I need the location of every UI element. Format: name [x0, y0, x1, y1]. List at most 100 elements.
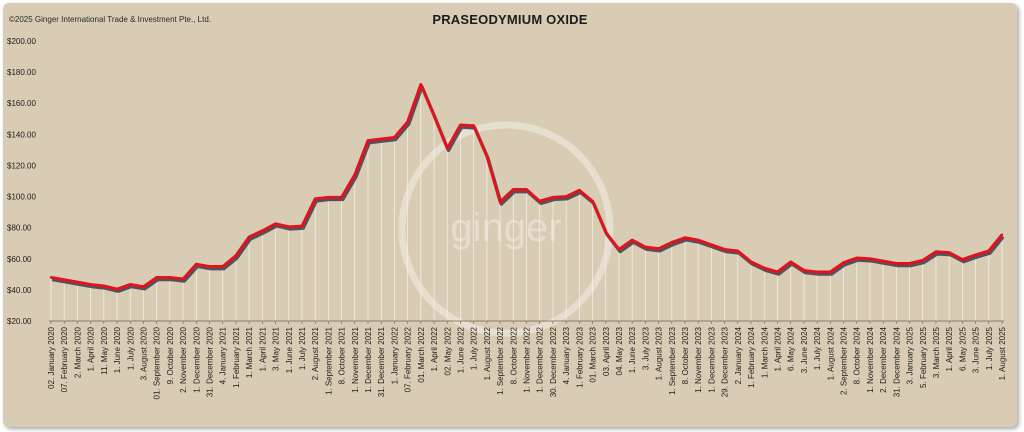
y-tick-label: $40.00 — [7, 286, 32, 295]
data-point — [525, 188, 528, 191]
data-point — [670, 241, 673, 244]
x-tick-label: 1. April 2021 — [258, 326, 267, 371]
x-tick-label: 2. November 2020 — [179, 326, 188, 392]
x-tick-label: 8. October 2023 — [681, 326, 690, 384]
data-point — [221, 265, 224, 268]
data-point — [697, 238, 700, 242]
data-point — [789, 260, 792, 264]
data-point — [76, 280, 79, 284]
y-tick-label: $120.00 — [7, 161, 36, 170]
data-point — [432, 114, 436, 117]
y-axis: $20.00 $40.00 $60.00 $80.00 $100.00 $120.00 $1… — [7, 37, 36, 326]
x-tick-label: 1. December 2023 — [707, 326, 716, 392]
data-point — [485, 154, 489, 158]
x-tick-label: 5. February 2025 — [919, 326, 928, 387]
x-tick-label: 1. February 2021 — [232, 326, 241, 387]
data-point — [1000, 233, 1004, 236]
data-point — [472, 124, 475, 127]
x-tick-label: 3. June 2024 — [800, 326, 809, 373]
data-point — [102, 284, 106, 288]
x-tick-label: 1. August 2024 — [826, 326, 835, 380]
x-tick-label: 3. June 2025 — [972, 326, 981, 373]
x-tick-label: 31. December 2021 — [377, 326, 386, 397]
x-tick-label: 1. September 2022 — [496, 326, 505, 395]
data-point — [129, 283, 132, 286]
x-tick-label: 01. March 2022 — [417, 326, 426, 382]
x-tick-label: 1. July 2021 — [298, 326, 307, 370]
data-point — [155, 276, 158, 279]
x-tick-label: 07. February 2020 — [60, 326, 69, 392]
data-point — [564, 195, 568, 198]
chart-panel: ©2025 Ginger International Trade & Inves… — [3, 3, 1017, 427]
ginger-watermark: ginger — [398, 121, 614, 337]
x-tick-label: 3. August 2020 — [139, 326, 148, 380]
x-tick-label: 3. January 2025 — [906, 326, 915, 384]
x-tick-label: 1. February 2024 — [747, 326, 756, 387]
drop-lines — [50, 84, 1003, 321]
x-tick-label: 03. April 2023 — [602, 326, 611, 375]
data-point — [987, 249, 990, 253]
data-point — [763, 266, 766, 270]
x-tick-label: 1. July 2025 — [985, 326, 994, 370]
x-tick-label: 6. May 2025 — [958, 326, 967, 371]
x-tick-label: 1. August 2025 — [998, 326, 1007, 380]
data-point — [63, 278, 66, 281]
chart-title: PRASEODYMIUM OXIDE — [432, 12, 588, 27]
y-tick-label: $100.00 — [7, 193, 36, 202]
x-tick-label: 1. August 2023 — [655, 326, 664, 380]
data-point — [868, 257, 872, 260]
y-tick-label: $160.00 — [7, 99, 36, 108]
x-tick-label: 2. September 2024 — [840, 326, 849, 395]
x-tick-label: 31. December 2020 — [206, 326, 215, 397]
x-tick-label: 07. February 2022 — [404, 326, 413, 392]
data-point — [604, 231, 607, 234]
x-tick-label: 2. August 2021 — [311, 326, 320, 380]
data-point — [168, 276, 172, 279]
data-point — [142, 285, 145, 288]
data-point — [49, 276, 53, 279]
x-tick-label: 3. July 2023 — [641, 326, 650, 370]
data-point — [89, 283, 92, 286]
data-point — [591, 200, 594, 203]
x-tick-label: 4. January 2021 — [219, 326, 228, 384]
x-tick-label: 30. December 2022 — [549, 326, 558, 397]
x-tick-label: 1. June 2020 — [113, 326, 122, 373]
x-tick-label: 8. October 2024 — [853, 326, 862, 384]
x-tick-label: 8. October 2022 — [509, 326, 518, 384]
data-point — [512, 188, 515, 191]
data-point — [498, 200, 502, 204]
data-point — [366, 139, 370, 142]
data-point — [815, 270, 819, 274]
x-tick-label: 1. August 2022 — [483, 326, 492, 380]
data-point — [657, 247, 660, 250]
data-point — [393, 136, 396, 139]
x-tick-label: 1. November 2024 — [866, 326, 875, 392]
data-point — [551, 196, 555, 199]
x-tick-label: 31. December 2024 — [892, 326, 901, 397]
data-point — [855, 256, 858, 260]
data-point — [459, 123, 462, 127]
copyright-text: ©2025 Ginger International Trade & Inves… — [9, 15, 212, 24]
x-tick-label: 3. March 2025 — [932, 326, 941, 378]
data-point — [630, 238, 634, 242]
data-point — [274, 222, 277, 225]
x-tick-label: 2. December 2024 — [879, 326, 888, 392]
data-point — [736, 249, 740, 253]
data-point — [181, 277, 185, 281]
x-tick-label: 2. January 2024 — [734, 326, 743, 384]
data-point — [208, 265, 211, 268]
data-point — [749, 260, 753, 264]
watermark-text: ginger — [450, 206, 561, 250]
y-tick-label: $200.00 — [7, 37, 36, 46]
data-point — [446, 147, 449, 150]
x-tick-label: 1. September 2023 — [668, 326, 677, 395]
x-tick-label: 1. December 2021 — [364, 326, 373, 392]
data-point — [261, 229, 264, 232]
x-tick-label: 02. January 2020 — [47, 326, 56, 388]
data-point — [644, 245, 647, 249]
x-tick-label: 1. June 2022 — [456, 326, 465, 373]
data-point — [829, 270, 832, 274]
x-tick-label: 1. November 2023 — [694, 326, 703, 392]
y-tick-label: $80.00 — [7, 224, 32, 233]
x-tick-label: 3. May 2021 — [272, 326, 281, 371]
